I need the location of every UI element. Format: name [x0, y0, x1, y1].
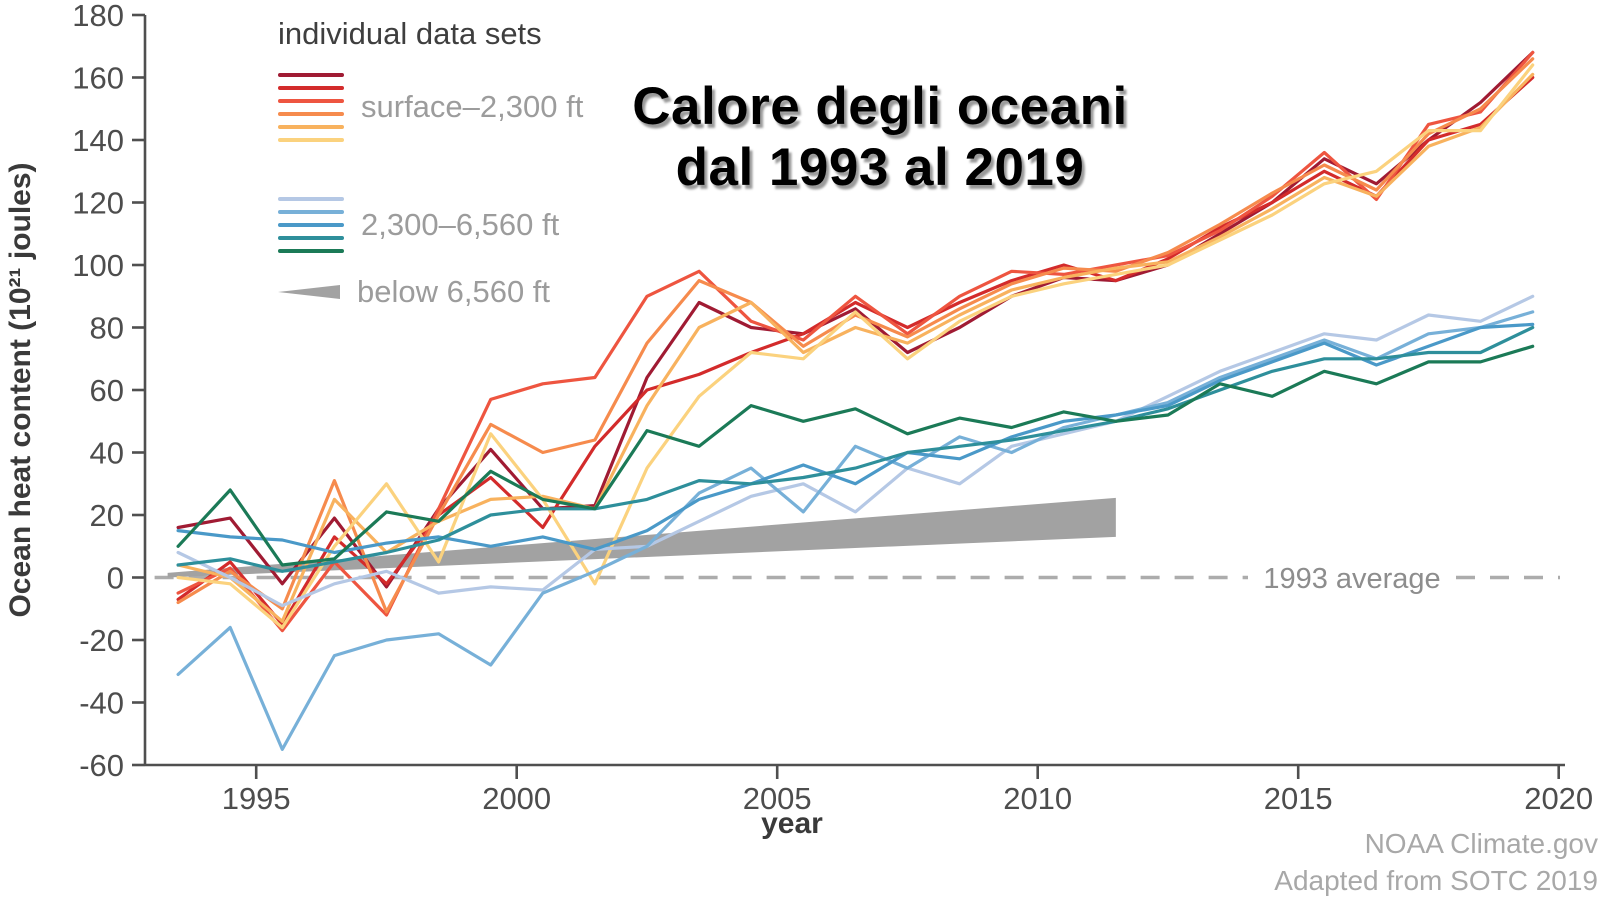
y-tick-label: 80: [90, 311, 124, 346]
legend: individual data sets surface–2,300 ft 2,…: [278, 16, 708, 316]
y-tick-label: 180: [72, 0, 124, 33]
legend-group-surface: surface–2,300 ft: [278, 68, 583, 146]
legend-swatches-surface: [278, 68, 344, 146]
y-tick-label: 0: [107, 561, 124, 596]
y-tick-label: 20: [90, 498, 124, 533]
x-tick-label: 2010: [1003, 781, 1072, 816]
legend-label-deep: below 6,560 ft: [357, 274, 551, 309]
legend-group-deep: below 6,560 ft: [278, 274, 550, 310]
x-tick-label: 2015: [1264, 781, 1333, 816]
series-surface-yellow: [176, 63, 1535, 630]
baseline-label: 1993 average: [1263, 563, 1440, 595]
legend-swatch-surface-red: [278, 85, 344, 90]
legend-label-surface: surface–2,300 ft: [361, 89, 584, 124]
y-tick-label: -60: [79, 748, 124, 783]
x-tick-label: 1995: [222, 781, 291, 816]
legend-swatch-surface-redorange: [278, 98, 344, 103]
y-tick-label: 40: [90, 436, 124, 471]
series-surface-red: [176, 75, 1535, 627]
chart-title: Calore degli oceani dal 1993 al 2019: [555, 76, 1205, 199]
y-tick-label: -40: [79, 686, 124, 721]
plot-layer: 180 160 140 120 100 80 60 40 20 0 -20 -40 -60 1995 200…: [72, 0, 1593, 816]
y-tick-label: 160: [72, 61, 124, 96]
y-tick-label: -20: [79, 623, 124, 658]
legend-swatch-mid-teal: [278, 235, 344, 240]
x-tick-label: 2020: [1524, 781, 1593, 816]
x-tick-label: 2005: [743, 781, 812, 816]
legend-title: individual data sets: [278, 16, 542, 51]
x-tick-label: 2000: [482, 781, 551, 816]
legend-swatch-surface-amber: [278, 124, 344, 129]
legend-swatch-mid-lightblue: [278, 209, 344, 214]
chart-title-line2: dal 1993 al 2019: [675, 138, 1085, 198]
legend-swatch-mid-blue: [278, 222, 344, 227]
legend-swatch-surface-yellow: [278, 137, 344, 142]
x-axis-title: year: [761, 807, 823, 840]
series-mid-darkteal: [176, 344, 1535, 567]
attribution-line2: Adapted from SOTC 2019: [1274, 864, 1598, 896]
legend-swatches-mid: [278, 192, 344, 257]
legend-swatch-surface-darkred: [278, 72, 344, 77]
attribution-line1: NOAA Climate.gov: [1364, 828, 1598, 860]
series-mid-lightblue: [176, 310, 1535, 752]
y-tick-label: 100: [72, 248, 124, 283]
legend-label-mid: 2,300–6,560 ft: [361, 206, 560, 242]
y-axis-title: Ocean heat content (10²¹ joules): [4, 162, 37, 617]
y-tick-label: 120: [72, 186, 124, 221]
y-tick-label: 60: [90, 373, 124, 408]
wedge-icon: [278, 285, 340, 299]
chart-title-line1: Calore degli oceani: [632, 77, 1128, 136]
legend-group-mid: 2,300–6,560 ft: [278, 192, 559, 257]
legend-swatch-mid-darkteal: [278, 248, 344, 253]
legend-swatch-mid-periwinkle: [278, 196, 344, 201]
series-mid-teal: [176, 325, 1535, 573]
series-mid-periwinkle: [176, 294, 1535, 608]
y-tick-label: 140: [72, 123, 124, 158]
legend-swatch-surface-orange: [278, 111, 344, 116]
series-mid-blue: [176, 322, 1535, 555]
attribution: NOAA Climate.gov Adapted from SOTC 2019: [1274, 826, 1598, 899]
